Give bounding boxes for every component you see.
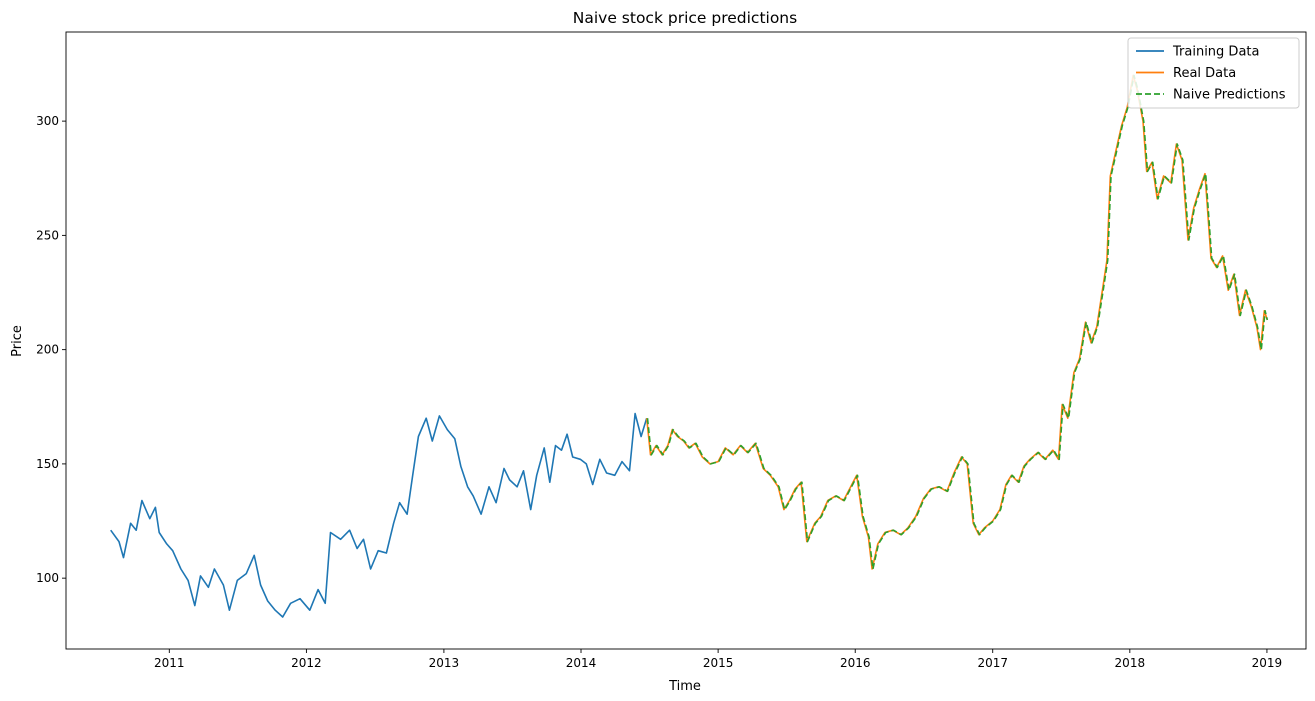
x-axis-label: Time	[668, 679, 701, 694]
legend-box	[1127, 37, 1300, 109]
x-tick-label: 2014	[566, 656, 597, 670]
y-tick-label: 100	[36, 571, 59, 585]
x-tick-label: 2016	[840, 656, 871, 670]
y-tick-label: 200	[36, 343, 59, 357]
x-tick-label: 2013	[429, 656, 460, 670]
legend-label: Real Data	[1173, 66, 1236, 81]
series-line-training-data	[110, 412, 648, 618]
series-layer	[110, 74, 1269, 618]
legend-label: Training Data	[1172, 45, 1259, 60]
x-tick-label: 2015	[703, 656, 734, 670]
x-tick-label: 2019	[1252, 656, 1283, 670]
x-tick-label: 2011	[154, 656, 185, 670]
plot-frame	[65, 31, 1307, 650]
y-tick-label: 150	[36, 457, 59, 471]
ticks-layer: 2011 2012 2013 2014 2015 2016 2017 2018 2019 100 1…	[36, 114, 1282, 670]
series-line-real-data	[645, 74, 1269, 570]
chart-title: Naive stock price predictions	[573, 9, 797, 27]
y-axis-label: Price	[10, 325, 25, 357]
legend: Training Data Real Data Naive Predictions	[1127, 37, 1300, 109]
y-tick-label: 250	[36, 228, 59, 242]
legend-label: Naive Predictions	[1173, 88, 1286, 103]
x-tick-label: 2017	[977, 656, 1008, 670]
y-tick-label: 300	[36, 114, 59, 128]
x-tick-label: 2018	[1115, 656, 1146, 670]
series-line-naive-predictions	[646, 74, 1269, 570]
x-tick-label: 2012	[291, 656, 322, 670]
